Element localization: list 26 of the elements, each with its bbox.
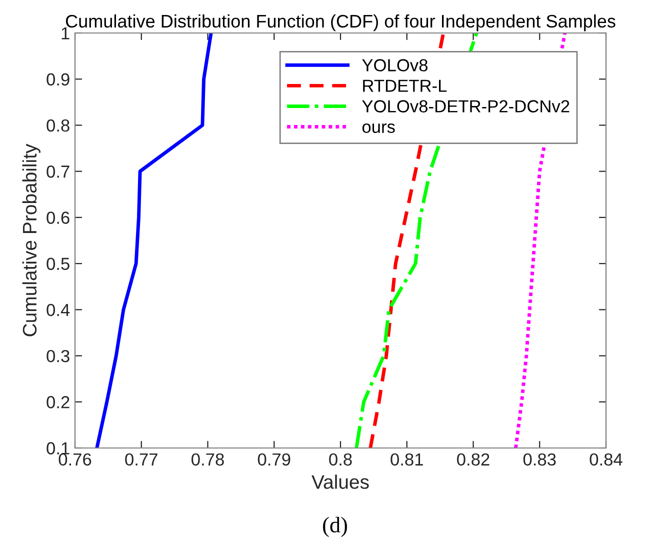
text: (d) xyxy=(323,516,347,537)
x-tick-label: 0.76 xyxy=(58,453,92,466)
line-series xyxy=(95,33,213,448)
y-axis-title: Cumulative Probability xyxy=(22,144,40,336)
x-tick-label: 0.77 xyxy=(125,453,158,466)
x-tick-label: 0.78 xyxy=(192,453,224,466)
y-tick-label: 0.7 xyxy=(46,166,70,178)
y-tick-label: 0.3 xyxy=(46,350,70,362)
legend-label: YOLOv8 xyxy=(362,59,428,72)
y-tick-label: 0.2 xyxy=(46,396,70,408)
legend-label: YOLOv8-DETR-P2-DCNv2 xyxy=(362,100,570,112)
y-tick-label: 0.8 xyxy=(46,119,70,132)
y-tick-label: 0.9 xyxy=(46,73,70,86)
x-tick-label: 0.79 xyxy=(258,453,290,466)
x-tick-label: 0.8 xyxy=(329,453,352,466)
x-tick-label: 0.82 xyxy=(457,453,490,466)
legend-label: ours xyxy=(362,123,395,133)
y-tick-label: 0.1 xyxy=(46,442,70,454)
legend-label: RTDETR-L xyxy=(363,80,447,92)
x-tick-label: 0.81 xyxy=(390,453,423,466)
y-tick-label: 0.5 xyxy=(46,258,70,270)
y-tick-label: 0.4 xyxy=(46,304,70,316)
x-axis-title: Values xyxy=(312,474,369,489)
x-tick-label: 0.83 xyxy=(523,453,556,466)
x-tick-label: 0.84 xyxy=(590,453,622,466)
y-tick-label: 0.6 xyxy=(46,212,70,224)
